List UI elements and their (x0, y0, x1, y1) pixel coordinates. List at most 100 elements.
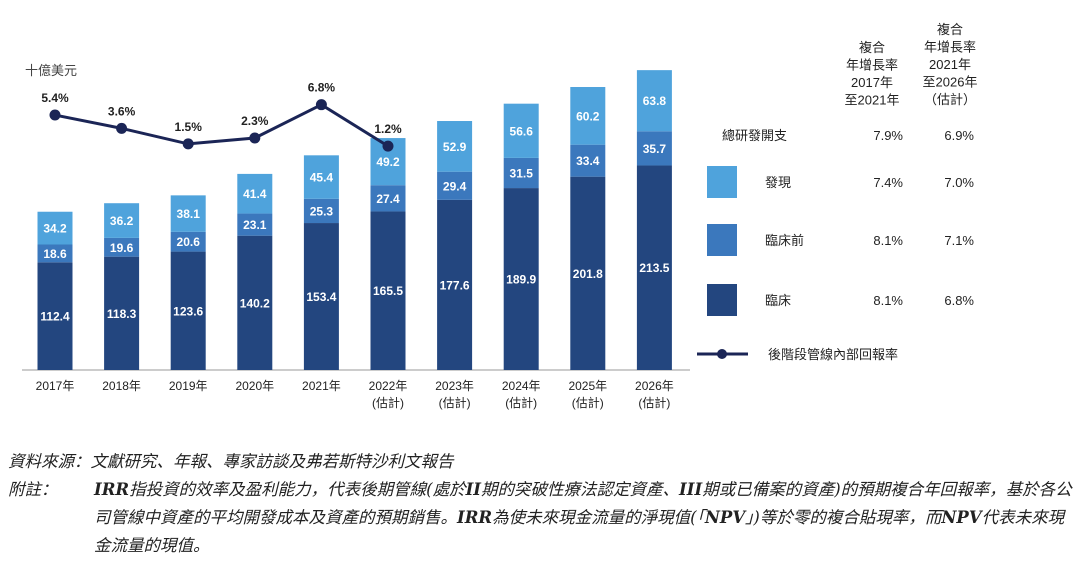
data-label: 33.4 (576, 154, 600, 168)
cagr-header: 2021年 (929, 57, 971, 72)
data-label: 112.4 (40, 310, 70, 324)
x-tick-label: 2018年 (102, 379, 141, 393)
cagr-value: 7.0% (944, 175, 974, 190)
cagr-header: 2017年 (851, 75, 893, 90)
note-label: 附註： (8, 480, 58, 499)
data-label: 31.5 (510, 166, 534, 180)
bar-segment-臨床前 (303, 198, 339, 224)
x-tick-label: 2022年 (369, 379, 408, 393)
data-label: 165.5 (373, 284, 403, 298)
x-tick-label: 2019年 (169, 379, 208, 393)
x-tick-sublabel: (估計) (638, 395, 670, 410)
data-label: 140.2 (240, 296, 270, 310)
note-fragment: II (465, 480, 482, 499)
data-label: 52.9 (443, 140, 467, 154)
data-label: 34.2 (43, 222, 67, 236)
irr-label: 3.6% (108, 104, 136, 118)
cagr-header: 複合 (859, 40, 885, 55)
data-label: 60.2 (576, 109, 600, 123)
x-tick-label: 2026年 (635, 379, 674, 393)
note-fragment: IRR (457, 508, 493, 527)
cagr-value: 7.4% (873, 175, 903, 190)
data-label: 38.1 (177, 207, 201, 221)
note-fragment: 代表未來現金流量的現值。 (94, 508, 1065, 555)
bar-segment-臨床 (237, 235, 273, 370)
bar-segment-臨床 (370, 211, 406, 370)
note-text: IRR指投資的效率及盈利能力，代表後期管線(處於II期的突破性療法認定資產、II… (94, 476, 1074, 560)
data-label: 18.6 (43, 247, 67, 261)
bar-segment-臨床前 (104, 237, 140, 257)
data-label: 20.6 (177, 235, 201, 249)
note-fragment: 期或已備案的資產)的預期複合年回報率，基於各公司管線中資產的平均開發成本及資產的… (94, 480, 1072, 527)
cagr-value: 7.9% (873, 128, 903, 143)
bar-segment-臨床前 (636, 131, 672, 166)
bar-segment-臨床 (570, 176, 606, 370)
x-tick-sublabel: (估計) (572, 395, 604, 410)
irr-point (116, 122, 128, 134)
x-tick-label: 2025年 (568, 379, 607, 393)
legend-swatch (707, 166, 737, 198)
rd-spending-chart: 十億美元 112.4 18.6 34.2 2017年 118.3 19.6 36.2 2018年… (22, 22, 977, 410)
x-tick-sublabel: (估計) (505, 395, 537, 410)
legend-line-marker (717, 349, 727, 359)
irr-label: 5.4% (41, 91, 69, 105)
cagr-value: 6.8% (944, 293, 974, 308)
data-label: 35.7 (643, 142, 667, 156)
data-label: 201.8 (573, 267, 603, 281)
x-tick-label: 2024年 (502, 379, 541, 393)
x-tick-label: 2021年 (302, 379, 341, 393)
legend-label: 臨床 (765, 293, 791, 308)
bar-segment-臨床 (503, 188, 539, 370)
note-fragment: NPV (704, 508, 746, 527)
legend-label: 臨床前 (765, 233, 804, 248)
footnotes: 資料來源：文獻研究、年報、專家訪談及弗若斯特沙利文報告 附註： IRR指投資的效… (8, 448, 1074, 560)
irr-point (315, 99, 327, 111)
data-label: 25.3 (310, 204, 334, 218)
legend-label: 發現 (765, 175, 791, 190)
bar-segment-臨床 (104, 256, 140, 370)
irr-point (182, 138, 194, 150)
data-label: 123.6 (173, 304, 203, 318)
bar-segment-臨床前 (570, 144, 606, 177)
bar-segment-發現 (503, 103, 539, 158)
data-label: 63.8 (643, 94, 667, 108)
data-label: 49.2 (376, 155, 400, 169)
data-label: 41.4 (243, 187, 267, 201)
irr-point (249, 132, 261, 144)
data-label: 36.2 (110, 214, 134, 228)
cagr-value: 6.9% (944, 128, 974, 143)
legend-swatch (707, 284, 737, 316)
bar-segment-臨床 (170, 251, 206, 370)
data-label: 23.1 (243, 218, 267, 232)
data-label: 177.6 (440, 278, 470, 292)
bar-segment-臨床 (37, 262, 73, 370)
bar-segment-臨床前 (170, 231, 206, 252)
note-fragment: 期的突破性療法認定資產、 (481, 480, 680, 499)
data-label: 19.6 (110, 241, 134, 255)
cagr-header: 年增長率 (846, 58, 898, 73)
irr-label: 1.5% (175, 120, 203, 134)
irr-point (382, 140, 394, 152)
x-tick-sublabel: (估計) (372, 395, 404, 410)
data-label: 56.6 (510, 124, 534, 138)
note-fragment: IRR (94, 480, 130, 499)
cagr-header: 年增長率 (924, 40, 976, 55)
bar-segment-發現 (636, 70, 672, 132)
note-fragment: 」)等於零的複合貼現率，而 (745, 508, 942, 527)
data-label: 189.9 (506, 273, 536, 287)
cagr-header: （估計） (924, 92, 976, 107)
bar-segment-發現 (437, 121, 473, 172)
data-label: 29.4 (443, 179, 467, 193)
cagr-header: 複合 (937, 22, 963, 37)
bar-segment-臨床 (636, 165, 672, 370)
cagr-header: 至2021年 (845, 93, 900, 108)
bar-segment-發現 (237, 173, 273, 214)
irr-line (54, 102, 389, 148)
source-note: 資料來源：文獻研究、年報、專家訪談及弗若斯特沙利文報告 (8, 452, 454, 471)
irr-point (49, 109, 61, 121)
note-fragment: 指投資的效率及盈利能力，代表後期管線(處於 (129, 480, 466, 499)
bar-segment-臨床前 (503, 157, 539, 189)
data-label: 27.4 (376, 192, 400, 206)
x-tick-sublabel: (估計) (439, 395, 471, 410)
legend-line-label: 後階段管線內部回報率 (768, 347, 898, 362)
